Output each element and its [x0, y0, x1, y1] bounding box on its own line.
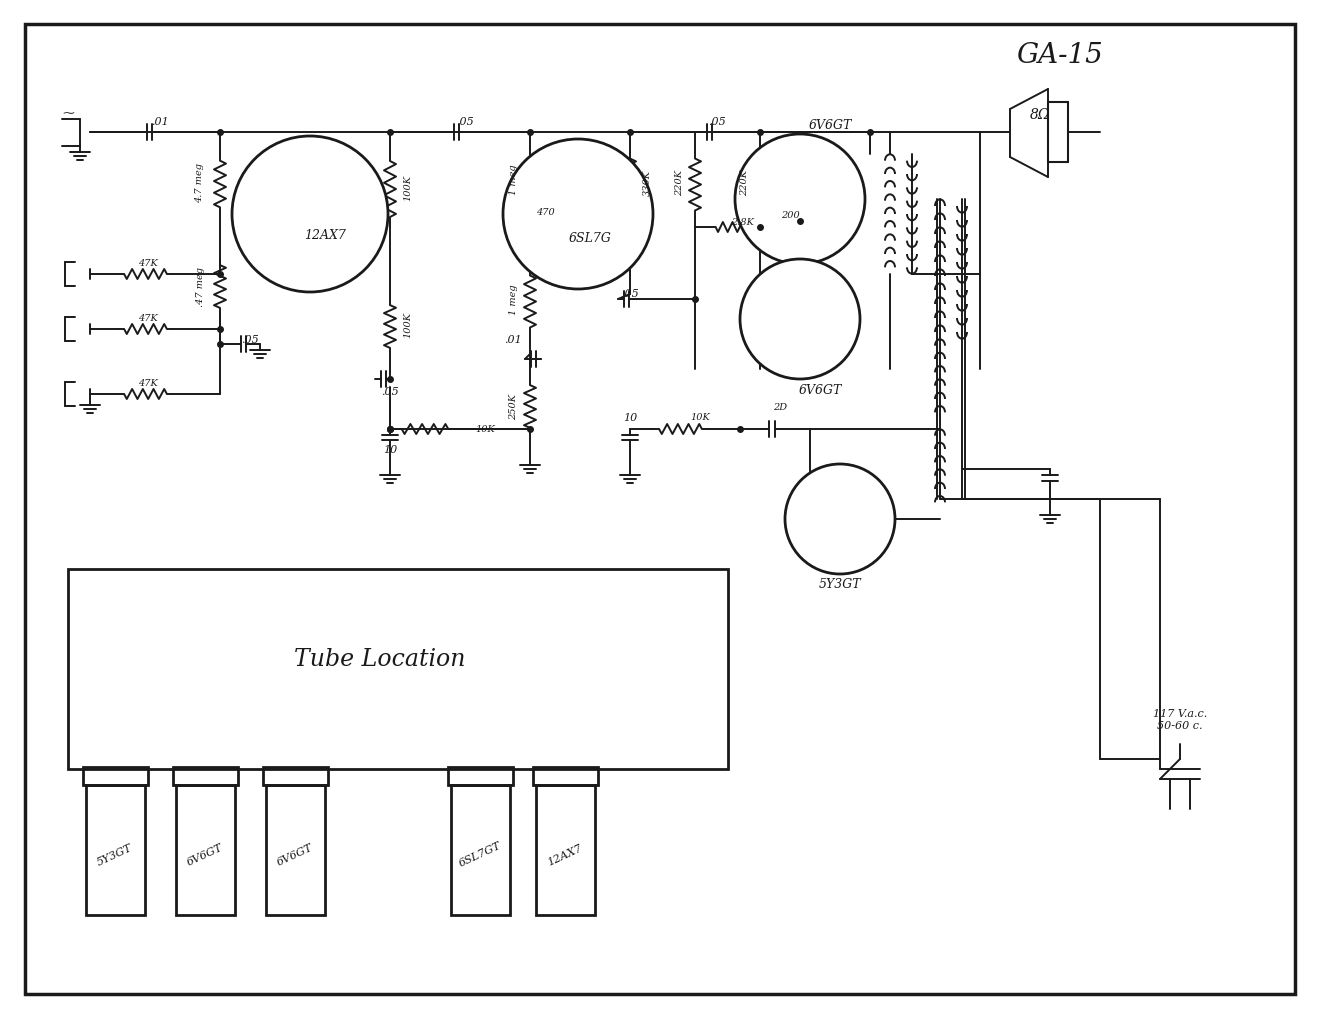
Text: .47 meg: .47 meg	[195, 267, 205, 307]
Bar	[69, 570, 729, 769]
Text: 100K: 100K	[404, 312, 413, 337]
Text: 1 meg: 1 meg	[510, 284, 519, 315]
Bar	[267, 786, 325, 915]
Circle shape	[785, 465, 895, 575]
Bar	[447, 767, 513, 786]
Text: 47K: 47K	[139, 313, 158, 322]
Circle shape	[232, 137, 388, 292]
Bar	[536, 786, 595, 915]
Text: .05: .05	[242, 334, 259, 344]
Text: 220K: 220K	[741, 170, 750, 196]
Text: .01: .01	[150, 117, 169, 127]
Text: 1 meg: 1 meg	[510, 164, 519, 195]
Text: 6V6GT: 6V6GT	[185, 842, 224, 867]
Text: 200: 200	[780, 210, 800, 219]
Bar	[83, 767, 148, 786]
Text: .05: .05	[381, 386, 399, 396]
Text: 5Y3GT: 5Y3GT	[818, 578, 862, 591]
Text: 12AX7: 12AX7	[304, 228, 346, 242]
Text: 47K: 47K	[139, 258, 158, 267]
Bar	[176, 786, 235, 915]
Circle shape	[735, 135, 865, 265]
Text: 4.7 meg: 4.7 meg	[195, 163, 205, 203]
Bar	[263, 767, 327, 786]
Text: 5Y3GT: 5Y3GT	[96, 842, 135, 867]
Text: ~: ~	[61, 104, 75, 121]
Text: 10: 10	[383, 444, 397, 454]
Text: 2.8K: 2.8K	[730, 217, 754, 226]
Text: 10K: 10K	[475, 425, 495, 434]
Text: 10: 10	[623, 413, 638, 423]
Text: .05: .05	[708, 117, 726, 127]
Bar	[451, 786, 510, 915]
Text: .05: .05	[622, 288, 639, 299]
Text: 220K: 220K	[676, 170, 685, 196]
Text: 100K: 100K	[404, 175, 413, 201]
Text: 330K: 330K	[643, 170, 652, 196]
Circle shape	[741, 260, 861, 380]
Text: Tube Location: Tube Location	[294, 648, 466, 671]
Text: GA-15: GA-15	[1016, 42, 1104, 68]
Bar	[86, 786, 145, 915]
Text: 47K: 47K	[139, 378, 158, 387]
Bar	[173, 767, 238, 786]
Text: 10K: 10K	[690, 413, 710, 422]
Text: 6V6GT: 6V6GT	[276, 842, 314, 867]
Text: 250K: 250K	[510, 393, 519, 420]
Text: .05: .05	[457, 117, 474, 127]
Text: 470: 470	[536, 207, 554, 216]
Circle shape	[503, 140, 653, 289]
Bar	[533, 767, 598, 786]
Text: 6SL7GT: 6SL7GT	[457, 840, 503, 868]
Text: 6V6GT: 6V6GT	[799, 383, 842, 396]
Text: 2D: 2D	[774, 404, 787, 412]
Text: 6V6GT: 6V6GT	[808, 118, 851, 131]
Text: 117 V.a.c.
50-60 c.: 117 V.a.c. 50-60 c.	[1152, 708, 1206, 730]
Bar	[1048, 103, 1068, 163]
Text: 6SL7G: 6SL7G	[569, 231, 611, 245]
Text: 12AX7: 12AX7	[546, 842, 583, 866]
Text: .01: .01	[504, 334, 521, 344]
Text: 8Ω: 8Ω	[1030, 108, 1051, 122]
